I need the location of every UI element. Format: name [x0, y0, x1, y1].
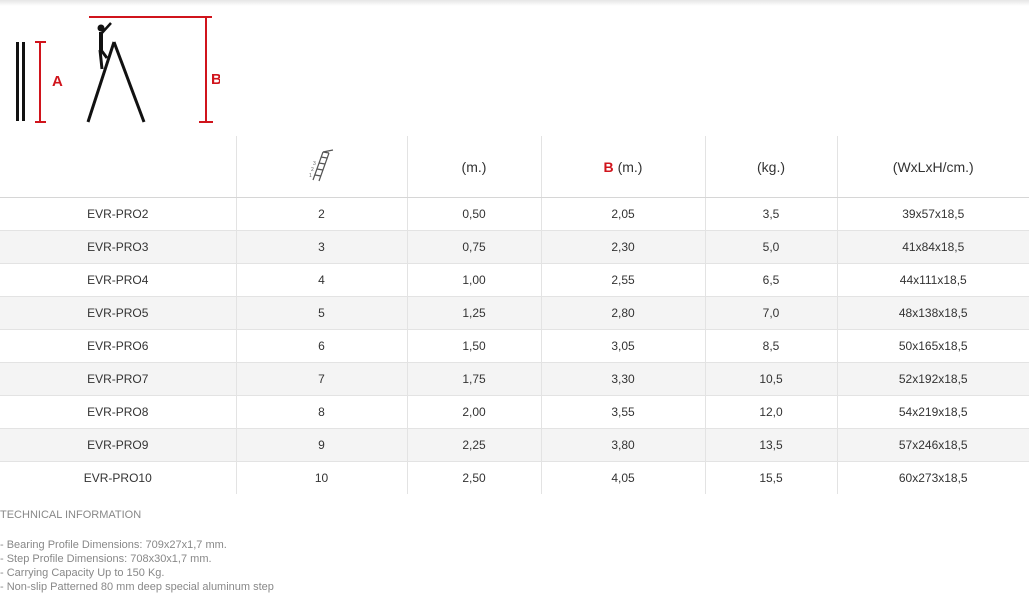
- cell-dimensions: 52x192x18,5: [836, 362, 1029, 396]
- cell-steps: 5: [235, 296, 407, 330]
- table-row: EVR-PRO2 2 0,50 2,05 3,5 39x57x18,5: [0, 197, 1029, 231]
- cell-dimensions: 57x246x18,5: [836, 428, 1029, 462]
- cell-a-height: 0,50: [406, 197, 541, 231]
- svg-text:3: 3: [313, 161, 316, 167]
- table-row: EVR-PRO6 6 1,50 3,05 8,5 50x165x18,5: [0, 329, 1029, 363]
- cell-dimensions: 41x84x18,5: [836, 230, 1029, 264]
- closed-ladder-rail-left: [16, 42, 19, 121]
- cell-weight: 8,5: [704, 329, 837, 363]
- cell-b-height: 2,30: [540, 230, 705, 264]
- cell-dimensions: 54x219x18,5: [836, 395, 1029, 429]
- cell-a-height: 1,75: [406, 362, 541, 396]
- dimension-b-label: B: [211, 71, 220, 88]
- cell-steps: 10: [235, 461, 407, 494]
- cell-b-height: 2,80: [540, 296, 705, 330]
- ladder-dimension-diagram: A B: [16, 16, 220, 123]
- header-b-height: B (m.): [540, 136, 705, 198]
- header-steps: 1 2 3: [235, 136, 407, 198]
- cell-weight: 6,5: [704, 263, 837, 297]
- header-a-height: (m.): [406, 136, 541, 198]
- cell-steps: 9: [235, 428, 407, 462]
- closed-ladder-rail-right: [22, 42, 25, 121]
- cell-weight: 13,5: [704, 428, 837, 462]
- table-row: EVR-PRO9 9 2,25 3,80 13,5 57x246x18,5: [0, 428, 1029, 462]
- cell-model: EVR-PRO10: [83, 471, 152, 485]
- cell-dimensions: 60x273x18,5: [836, 461, 1029, 494]
- cell-a-height: 2,00: [406, 395, 541, 429]
- cell-b-height: 3,55: [540, 395, 705, 429]
- cell-steps: 2: [235, 197, 407, 231]
- technical-item-step-profile: - Step Profile Dimensions: 708x30x1,7 mm…: [0, 553, 212, 565]
- technical-item-non-slip-step: - Non-slip Patterned 80 mm deep special …: [0, 581, 274, 593]
- cell-model: EVR-PRO8: [0, 395, 236, 429]
- cell-b-height: 4,05: [540, 461, 705, 494]
- cell-weight: 15,5: [704, 461, 837, 494]
- header-dimensions: (WxLxH/cm.): [836, 136, 1029, 198]
- cell-steps: 4: [235, 263, 407, 297]
- technical-information-title: TECHNICAL INFORMATION: [0, 509, 142, 521]
- cell-weight: 10,5: [704, 362, 837, 396]
- cell-model: EVR-PRO4: [0, 263, 236, 297]
- cell-b-height: 3,30: [540, 362, 705, 396]
- technical-item-carrying-capacity: - Carrying Capacity Up to 150 Kg.: [0, 567, 165, 579]
- ladder-spec-table: 1 2 3 (m.) B (m.) (kg.) (WxLxH/cm.) EVR-…: [0, 136, 1029, 494]
- dimension-b-bracket: [89, 16, 213, 123]
- cell-dimensions: 39x57x18,5: [836, 197, 1029, 231]
- cell-b-height: 3,80: [540, 428, 705, 462]
- cell-dimensions: 44x111x18,5: [836, 263, 1029, 297]
- header-model: [0, 136, 236, 198]
- cell-b-height: 2,55: [540, 263, 705, 297]
- header-b-unit: (m.): [617, 158, 643, 175]
- technical-information-list: - Bearing Profile Dimensions: 709x27x1,7…: [0, 538, 274, 594]
- cell-weight: 7,0: [704, 296, 837, 330]
- cell-model: EVR-PRO3: [0, 230, 236, 264]
- cell-a-height: 1,25: [406, 296, 541, 330]
- table-row: EVR-PRO3 3 0,75 2,30 5,0 41x84x18,5: [0, 230, 1029, 264]
- table-header-row: 1 2 3 (m.) B (m.) (kg.) (WxLxH/cm.): [0, 136, 1029, 198]
- table-row: EVR-PRO8 8 2,00 3,55 12,0 54x219x18,5: [0, 395, 1029, 429]
- cell-b-height: 3,05: [540, 329, 705, 363]
- dimension-a-label: A: [52, 73, 63, 90]
- cell-weight: 12,0: [704, 395, 837, 429]
- cell-b-height: 2,05: [540, 197, 705, 231]
- open-ladder-icon: [86, 41, 146, 123]
- table-row: EVR-PRO5 5 1,25 2,80 7,0 48x138x18,5: [0, 296, 1029, 330]
- cell-model: EVR-PRO2: [0, 197, 236, 231]
- cell-steps: 3: [235, 230, 407, 264]
- cell-dimensions: 48x138x18,5: [836, 296, 1029, 330]
- svg-text:1: 1: [309, 173, 312, 179]
- cell-steps: 6: [235, 329, 407, 363]
- dimension-a-bracket: [35, 41, 46, 123]
- svg-text:2: 2: [311, 167, 314, 173]
- cell-a-height: 2,50: [406, 461, 541, 494]
- person-icon: [97, 22, 112, 70]
- table-row: EVR-PRO7 7 1,75 3,30 10,5 52x192x18,5: [0, 362, 1029, 396]
- header-weight: (kg.): [704, 136, 837, 198]
- cell-model: EVR-PRO9: [0, 428, 236, 462]
- cell-a-height: 0,75: [406, 230, 541, 264]
- technical-item-bearing-profile: - Bearing Profile Dimensions: 709x27x1,7…: [0, 539, 227, 551]
- step-ladder-icon: 1 2 3: [309, 149, 333, 182]
- cell-dimensions: 50x165x18,5: [836, 329, 1029, 363]
- cell-a-height: 2,25: [406, 428, 541, 462]
- cell-a-height: 1,00: [406, 263, 541, 297]
- cell-model: EVR-PRO5: [0, 296, 236, 330]
- cell-a-height: 1,50: [406, 329, 541, 363]
- cell-model: EVR-PRO6: [0, 329, 236, 363]
- table-row: EVR-PRO4 4 1,00 2,55 6,5 44x111x18,5: [0, 263, 1029, 297]
- cell-steps: 8: [235, 395, 407, 429]
- table-row: EVR-PRO10 10 2,50 4,05 15,5 60x273x18,5: [0, 461, 1029, 494]
- cell-model: EVR-PRO7: [0, 362, 236, 396]
- cell-steps: 7: [235, 362, 407, 396]
- cell-weight: 5,0: [704, 230, 837, 264]
- cell-weight: 3,5: [704, 197, 837, 231]
- header-b-letter: B: [603, 158, 614, 175]
- top-shadow: [0, 0, 1029, 6]
